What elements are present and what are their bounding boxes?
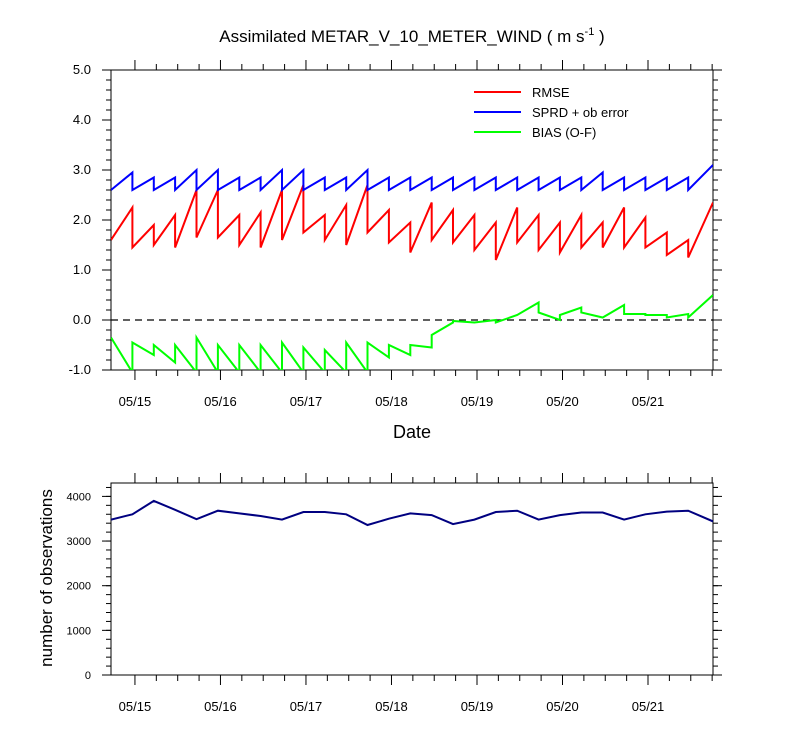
top-y-tick-labels: 5.0 4.0 3.0 2.0 1.0 0.0 -1.0 [69,62,91,377]
bottom-x-tick-labels: 05/15 05/16 05/17 05/18 05/19 05/20 05/21 [119,699,665,714]
series-line-rmse [111,184,713,261]
x-tick-label: 05/21 [632,699,665,714]
x-tick-label: 05/18 [375,699,408,714]
top-ticks [102,60,722,380]
y-tick-label: 3.0 [73,162,91,177]
y-axis-title: number of observations [37,489,56,667]
bottom-ticks [102,473,722,685]
y-tick-label: 2.0 [73,212,91,227]
x-tick-label: 05/17 [290,699,323,714]
y-tick-label: 3000 [67,536,91,548]
legend-label-rmse: RMSE [532,85,570,100]
legend-label-sprd-ob-error: SPRD + ob error [532,105,629,120]
x-axis-title: Date [393,422,431,442]
series-line-observations [111,499,713,527]
top-panel: 5.04.03.02.01.00.0-1.0 05/15 05/16 05/17 05… [69,60,722,442]
x-tick-label: 05/20 [546,394,579,409]
legend-label-bias-o-f: BIAS (O-F) [532,125,596,140]
y-tick-label: 1.0 [73,262,91,277]
y-tick-label: 4.0 [73,112,91,127]
y-tick-label: 2000 [67,581,91,593]
x-tick-label: 05/21 [632,394,665,409]
bottom-y-tick-labels: 4000 3000 2000 1000 0 [67,491,91,682]
series-line-sprd-ob-error [111,164,713,193]
chart-title: Assimilated METAR_V_10_METER_WIND ( m s-… [219,26,604,46]
top-series [111,164,713,370]
x-tick-label: 05/20 [546,699,579,714]
y-tick-label: -1.0 [69,362,91,377]
legend: RMSE SPRD + ob error BIAS (O-F) [474,85,629,140]
x-tick-label: 05/19 [461,699,494,714]
series-line-bias-o-f [111,294,713,370]
y-tick-label: 0.0 [73,312,91,327]
y-tick-label: 5.0 [73,62,91,77]
x-tick-label: 05/15 [119,394,152,409]
x-tick-label: 05/18 [375,394,408,409]
y-tick-label: 1000 [67,625,91,637]
bottom-plot-frame [110,482,714,676]
y-tick-label: 4000 [67,491,91,503]
x-tick-label: 05/17 [290,394,323,409]
top-x-tick-labels: 05/15 05/16 05/17 05/18 05/19 05/20 05/21 [119,394,665,409]
x-tick-label: 05/15 [119,699,152,714]
x-tick-label: 05/16 [204,394,237,409]
bottom-series [111,499,713,527]
x-tick-label: 05/19 [461,394,494,409]
x-tick-label: 05/16 [204,699,237,714]
y-tick-label: 0 [85,670,91,682]
